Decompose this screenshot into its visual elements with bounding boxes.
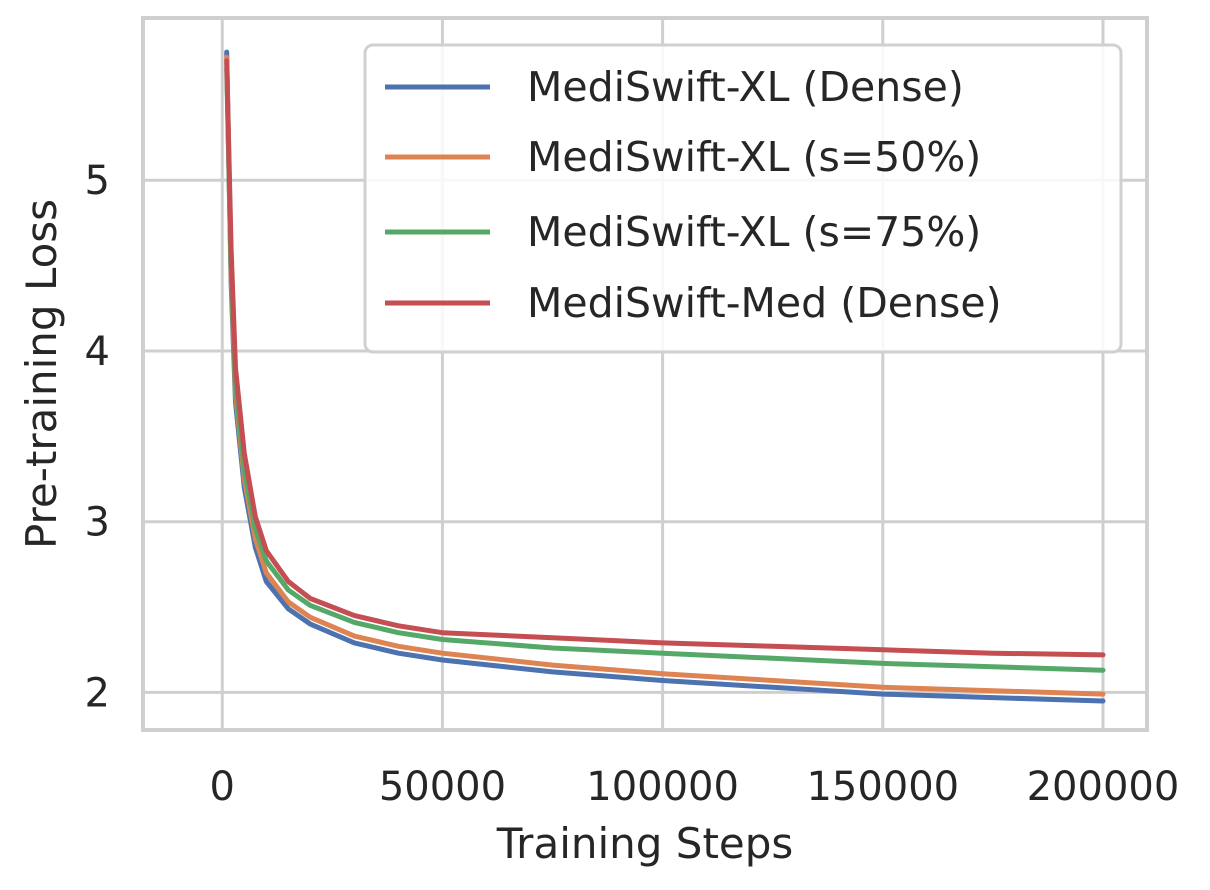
- series-line-3: [224, 58, 1106, 658]
- legend-label-xl-s50: MediSwift-XL (s=50%): [527, 133, 981, 181]
- x-tick-label-0: 0: [210, 764, 235, 810]
- x-axis-title: Training Steps: [496, 819, 794, 868]
- legend-label-xl-s75: MediSwift-XL (s=75%): [527, 208, 981, 256]
- x-tick-label-2: 100000: [586, 764, 739, 810]
- legend: MediSwift-XL (Dense) MediSwift-XL (s=50%…: [363, 43, 1123, 354]
- y-tick-label-0: 2: [85, 670, 110, 716]
- y-axis-title: Pre-training Loss: [17, 199, 66, 549]
- y-tick-label-1: 3: [85, 500, 110, 546]
- x-tick-label-3: 150000: [806, 764, 959, 810]
- legend-label-med-dense: MediSwift-Med (Dense): [527, 279, 1002, 327]
- x-tick-label-1: 50000: [379, 764, 506, 810]
- x-tick-label-4: 200000: [1027, 764, 1180, 810]
- legend-box: [363, 43, 1123, 354]
- y-tick-label-3: 5: [85, 158, 110, 204]
- y-tick-label-2: 4: [85, 329, 110, 375]
- plot-frame: [141, 16, 1149, 732]
- y-tick-labels: 2 3 4 5: [85, 158, 110, 716]
- x-tick-labels: 0 50000 100000 150000 200000: [210, 764, 1180, 810]
- series-layer: [224, 49, 1106, 704]
- legend-label-xl-dense: MediSwift-XL (Dense): [527, 63, 964, 111]
